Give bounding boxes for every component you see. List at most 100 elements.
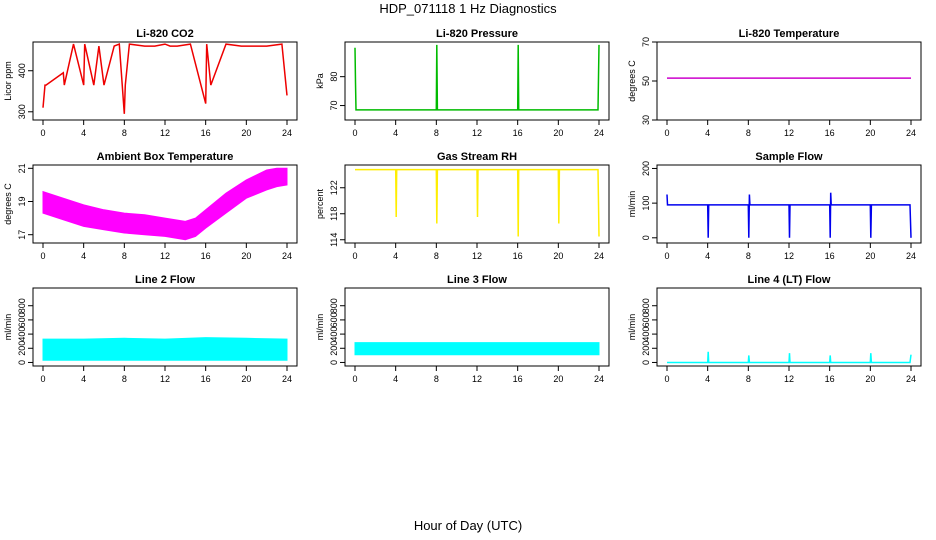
x-tick-label: 16	[201, 374, 211, 384]
x-tick-label: 0	[664, 374, 669, 384]
data-line	[667, 351, 912, 364]
data-line	[42, 43, 288, 114]
y-tick-label: 400	[17, 63, 27, 78]
y-tick-label: 80	[329, 72, 339, 82]
panel-title: Ambient Box Temperature	[97, 151, 234, 163]
y-axis-label: ml/min	[3, 314, 13, 341]
x-tick-label: 8	[746, 251, 751, 261]
y-tick-label: 70	[329, 101, 339, 111]
x-tick-label: 0	[352, 374, 357, 384]
y-tick-label: 70	[641, 37, 651, 47]
y-axis-label: kPa	[315, 73, 325, 89]
panel-title: Line 3 Flow	[447, 274, 507, 286]
figure-x-axis-label: Hour of Day (UTC)	[413, 518, 523, 533]
x-tick-label: 12	[160, 251, 170, 261]
y-axis-label: percent	[315, 188, 325, 219]
x-tick-label: 20	[553, 251, 563, 261]
x-tick-label: 8	[746, 128, 751, 138]
x-tick-label: 8	[434, 251, 439, 261]
x-tick-label: 8	[122, 128, 127, 138]
x-tick-label: 24	[594, 128, 604, 138]
y-axis-label: ml/min	[627, 314, 637, 341]
y-tick-label: 600	[17, 312, 27, 327]
panel-title: Sample Flow	[755, 151, 823, 163]
x-tick-label: 4	[393, 374, 398, 384]
figure-title: HDP_071118 1 Hz Diagnostics	[379, 1, 557, 16]
y-tick-label: 200	[641, 161, 651, 176]
panel-title: Li-820 Pressure	[436, 28, 518, 40]
panel-9: Line 4 (LT) Flow ml/min 0 4 8 12 16 20 24 0 200400…	[627, 274, 922, 384]
panel-title: Li-820 Temperature	[739, 28, 840, 40]
x-tick-label: 4	[705, 374, 710, 384]
x-tick-label: 16	[513, 374, 523, 384]
y-tick-label: 600	[641, 312, 651, 327]
y-axis-label: ml/min	[315, 314, 325, 341]
y-tick-label: 200	[17, 341, 27, 356]
x-tick-label: 16	[201, 128, 211, 138]
x-tick-label: 12	[784, 251, 794, 261]
x-tick-label: 8	[434, 374, 439, 384]
x-tick-label: 24	[282, 128, 292, 138]
x-tick-label: 20	[553, 128, 563, 138]
x-tick-label: 8	[434, 128, 439, 138]
y-tick-label: 30	[641, 115, 651, 125]
x-tick-label: 20	[241, 251, 251, 261]
x-tick-label: 24	[282, 251, 292, 261]
x-tick-label: 24	[594, 251, 604, 261]
y-tick-label: 114	[329, 233, 339, 247]
y-tick-label: 0	[17, 360, 27, 365]
panel-5: Gas Stream RH percent 0 4 8 12 16 20 24 114 118 122	[315, 151, 610, 261]
y-axis-label: ml/min	[627, 191, 637, 218]
x-tick-label: 4	[81, 251, 86, 261]
panel-8: Line 3 Flow ml/min 0 4 8 12 16 20 24 0 20040060080…	[315, 274, 610, 384]
y-axis-label: degrees C	[627, 60, 637, 102]
panel-4: Ambient Box Temperature degrees C 0 4 8 12 16 2…	[3, 151, 298, 261]
x-tick-label: 0	[664, 251, 669, 261]
x-tick-label: 12	[160, 374, 170, 384]
data-line	[354, 44, 600, 111]
y-tick-label: 200	[329, 341, 339, 356]
panel-2: Li-820 Pressure kPa 0 4 8 12 16 20 24 70 80	[315, 28, 610, 138]
x-tick-label: 0	[40, 374, 45, 384]
x-tick-label: 24	[282, 374, 292, 384]
y-tick-label: 17	[17, 230, 27, 240]
x-tick-label: 16	[825, 128, 835, 138]
plot-frame	[344, 41, 610, 121]
x-tick-label: 0	[664, 128, 669, 138]
y-tick-label: 122	[329, 180, 339, 195]
y-tick-label: 400	[641, 327, 651, 342]
y-tick-label: 600	[329, 312, 339, 327]
x-tick-label: 20	[241, 128, 251, 138]
x-tick-label: 24	[594, 374, 604, 384]
y-tick-label: 0	[641, 235, 651, 240]
plot-frame	[656, 41, 922, 121]
x-tick-label: 24	[906, 251, 916, 261]
y-tick-label: 50	[641, 76, 651, 86]
x-tick-label: 12	[784, 128, 794, 138]
x-tick-label: 12	[472, 128, 482, 138]
y-axis-label: degrees C	[3, 183, 13, 225]
x-tick-label: 4	[393, 128, 398, 138]
y-axis-label: Licor ppm	[3, 61, 13, 101]
panel-title: Line 4 (LT) Flow	[748, 274, 831, 286]
x-tick-label: 16	[513, 251, 523, 261]
x-tick-label: 16	[825, 374, 835, 384]
panel-6: Sample Flow ml/min 0 4 8 12 16 20 24 0 100 200	[627, 151, 922, 261]
panel-title: Line 2 Flow	[135, 274, 195, 286]
x-tick-label: 12	[160, 128, 170, 138]
y-tick-label: 300	[17, 104, 27, 119]
panel-title: Gas Stream RH	[437, 151, 517, 163]
panel-title: Li-820 CO2	[136, 28, 193, 40]
x-tick-label: 12	[472, 374, 482, 384]
x-tick-label: 0	[40, 128, 45, 138]
y-tick-label: 118	[329, 207, 339, 221]
plot-frame	[32, 41, 298, 121]
x-tick-label: 4	[393, 251, 398, 261]
panel-3: Li-820 Temperature degrees C 0 4 8 12 16 20 24 30…	[627, 28, 922, 138]
y-tick-label: 100	[641, 196, 651, 211]
panel-7: Line 2 Flow ml/min 0 4 8 12 16 20 24 0 20040060080…	[3, 274, 298, 384]
y-tick-label: 200	[641, 341, 651, 356]
x-tick-label: 16	[825, 251, 835, 261]
data-line	[666, 192, 912, 238]
x-tick-label: 0	[352, 251, 357, 261]
